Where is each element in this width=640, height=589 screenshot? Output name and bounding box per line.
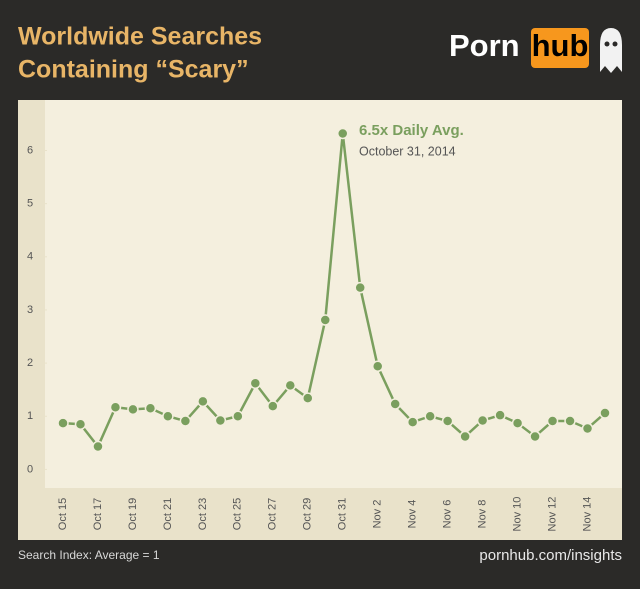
y-tick-label: 5 bbox=[27, 198, 33, 210]
y-tick-label: 6 bbox=[27, 144, 33, 156]
x-tick-label: Oct 19 bbox=[127, 498, 139, 530]
y-tick-label: 3 bbox=[27, 304, 33, 316]
x-tick-label: Oct 31 bbox=[337, 498, 349, 530]
y-tick-label: 0 bbox=[27, 463, 33, 475]
x-tick-label: Nov 12 bbox=[546, 497, 558, 532]
point bbox=[581, 422, 594, 435]
point bbox=[74, 418, 87, 430]
y-tick-label: 1 bbox=[27, 410, 33, 422]
logo-text: Porn bbox=[449, 28, 520, 63]
annotation-subtitle: October 31, 2014 bbox=[359, 144, 456, 158]
point bbox=[92, 440, 104, 453]
y-tick-label: 4 bbox=[27, 251, 33, 263]
point bbox=[144, 402, 157, 415]
point bbox=[302, 392, 314, 404]
point bbox=[232, 410, 244, 422]
point bbox=[162, 410, 174, 422]
point bbox=[424, 410, 436, 422]
x-tick-label: Nov 6 bbox=[442, 500, 454, 529]
point bbox=[179, 415, 192, 427]
source: pornhub.com/insights bbox=[479, 547, 622, 564]
point bbox=[564, 415, 576, 427]
point bbox=[406, 416, 419, 428]
chart-title: Worldwide Searches bbox=[18, 23, 262, 51]
point bbox=[494, 409, 506, 421]
plot-area bbox=[45, 100, 622, 488]
point bbox=[109, 401, 122, 413]
logo-text: hub bbox=[532, 28, 589, 63]
y-tick-label: 2 bbox=[27, 357, 33, 369]
ghost-icon bbox=[600, 28, 622, 73]
x-tick-label: Oct 29 bbox=[302, 498, 314, 530]
point bbox=[57, 417, 69, 429]
point bbox=[214, 414, 227, 427]
x-tick-label: Nov 8 bbox=[477, 500, 489, 529]
x-tick-label: Oct 21 bbox=[162, 498, 174, 530]
point bbox=[389, 398, 401, 410]
point bbox=[336, 127, 349, 140]
x-tick-label: Oct 17 bbox=[92, 498, 104, 530]
footnote: Search Index: Average = 1 bbox=[18, 548, 160, 562]
point bbox=[599, 407, 611, 419]
point bbox=[476, 414, 489, 427]
x-tick-label: Nov 4 bbox=[407, 500, 419, 529]
point bbox=[319, 314, 332, 326]
ghost-eye bbox=[612, 41, 618, 47]
point bbox=[197, 395, 209, 408]
x-tick-label: Oct 23 bbox=[197, 498, 209, 530]
point bbox=[511, 417, 524, 429]
point bbox=[249, 377, 262, 390]
x-tick-label: Oct 25 bbox=[232, 498, 244, 530]
point bbox=[459, 430, 471, 443]
point bbox=[371, 360, 384, 373]
chart-title: Containing “Scary” bbox=[18, 56, 249, 84]
x-tick-label: Oct 27 bbox=[267, 498, 279, 530]
logo-box bbox=[531, 28, 589, 68]
x-tick-label: Oct 15 bbox=[57, 498, 69, 530]
x-tick-label: Nov 14 bbox=[581, 497, 593, 532]
x-tick-label: Nov 10 bbox=[511, 497, 523, 532]
point bbox=[267, 400, 279, 412]
point bbox=[441, 415, 454, 427]
annotation: 6.5x Daily Avg. bbox=[359, 122, 464, 139]
point bbox=[546, 415, 559, 427]
point bbox=[529, 430, 541, 443]
point bbox=[284, 379, 297, 392]
point bbox=[127, 403, 139, 416]
x-tick-label: Nov 2 bbox=[372, 500, 384, 529]
ghost-eye bbox=[604, 41, 610, 47]
point bbox=[354, 281, 366, 294]
